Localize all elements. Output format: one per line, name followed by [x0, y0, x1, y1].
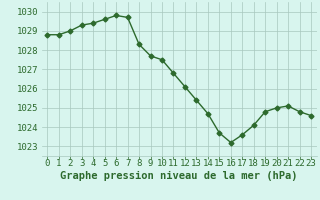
X-axis label: Graphe pression niveau de la mer (hPa): Graphe pression niveau de la mer (hPa): [60, 171, 298, 181]
